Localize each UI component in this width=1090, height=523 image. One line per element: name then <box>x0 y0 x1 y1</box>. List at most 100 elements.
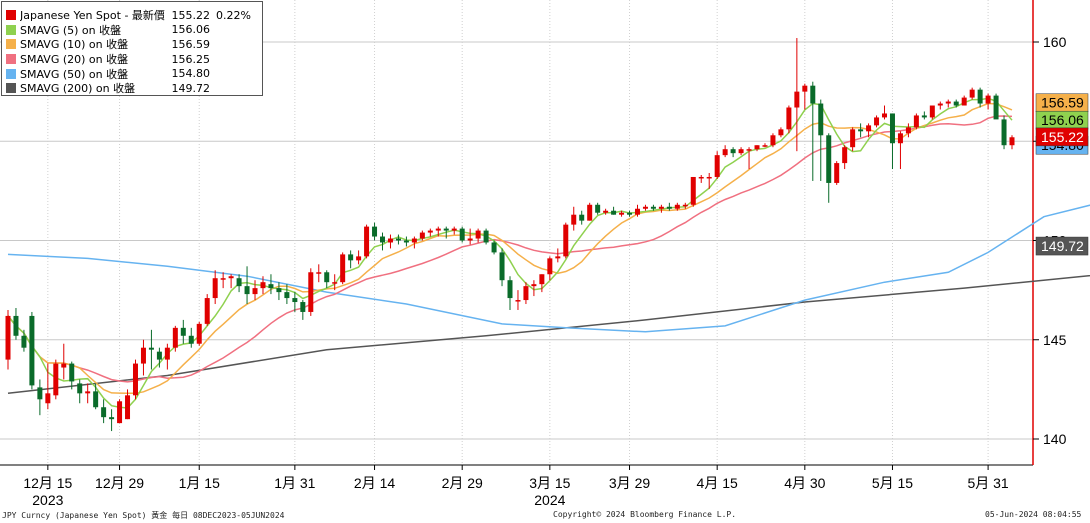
candle-body <box>969 89 975 98</box>
candle-body <box>762 145 768 147</box>
candle-body <box>364 226 370 257</box>
candle-body <box>228 276 234 279</box>
candle-body <box>69 363 75 382</box>
candle-body <box>515 300 521 302</box>
candle-body <box>61 363 67 368</box>
candle-body <box>459 228 465 241</box>
candle-body <box>802 85 808 92</box>
candle-body <box>204 298 210 324</box>
candle-body <box>1009 137 1015 146</box>
footer-copyright: Copyright© 2024 Bloomberg Finance L.P. <box>553 510 737 519</box>
legend-swatch-sma5 <box>6 24 16 35</box>
last-price-badge-label: 155.22 <box>1041 129 1084 145</box>
candle-body <box>292 298 298 303</box>
candle-body <box>348 254 354 261</box>
candle-body <box>634 208 640 215</box>
legend-label: SMAVG (200) on 收盤 <box>20 82 136 96</box>
legend-value: 156.06 <box>171 23 211 37</box>
candle-body <box>188 335 194 344</box>
chart-legend: Japanese Yen Spot - 最新價 155.22 0.22% SMA… <box>1 1 263 96</box>
candle-body <box>985 95 991 104</box>
candle-body <box>587 204 593 221</box>
candle-body <box>858 129 864 132</box>
x-year-label: 2024 <box>534 492 565 508</box>
y-tick-label: 140 <box>1043 431 1067 447</box>
candle-body <box>555 256 561 259</box>
x-tick-label: 2月 29 <box>442 475 483 491</box>
candle-body <box>666 206 672 209</box>
candle-body <box>499 252 505 281</box>
legend-swatch-sma200 <box>6 83 16 94</box>
legend-swatch-sma10 <box>6 39 16 50</box>
candle-body <box>21 335 27 348</box>
candle-body <box>411 238 417 243</box>
candle-body <box>419 232 425 239</box>
legend-swatch-spot <box>6 10 16 21</box>
candle-body <box>730 149 736 154</box>
candle-body <box>842 147 848 164</box>
x-tick-label: 4月 15 <box>697 475 738 491</box>
sma200-badge <box>1035 236 1089 256</box>
candle-body <box>93 391 99 408</box>
candle-body <box>993 95 999 120</box>
candle-body <box>611 210 617 215</box>
legend-change: 0.22% <box>216 8 251 22</box>
x-year-label: 2023 <box>32 492 63 508</box>
legend-value: 154.80 <box>171 67 211 81</box>
candle-body <box>451 228 457 231</box>
legend-swatch-sma20 <box>6 54 16 65</box>
candle-body <box>483 230 489 243</box>
candle-body <box>690 176 696 205</box>
candle-body <box>443 228 449 231</box>
candle-body <box>698 176 704 179</box>
x-tick-label: 3月 15 <box>529 475 570 491</box>
candle-body <box>523 286 529 301</box>
candle-body <box>164 347 170 360</box>
x-tick-label: 12月 29 <box>95 475 144 491</box>
candle-body <box>196 323 202 344</box>
candle-body <box>284 292 290 299</box>
candle-body <box>244 286 250 295</box>
candle-body <box>897 133 903 144</box>
candle-body <box>37 387 43 400</box>
y-tick-label: 145 <box>1043 332 1067 348</box>
candle-body <box>674 204 680 209</box>
legend-value: 156.25 <box>171 52 211 66</box>
candle-body <box>380 236 386 243</box>
candle-body <box>148 347 154 350</box>
candle-body <box>212 278 218 299</box>
candle-body <box>754 145 760 150</box>
candle-body <box>372 226 378 237</box>
legend-value: 149.72 <box>171 81 211 95</box>
legend-item-sma200: SMAVG (200) on 收盤 149.72 <box>6 81 262 96</box>
legend-value: 155.22 <box>171 8 211 22</box>
legend-label: SMAVG (10) on 收盤 <box>20 38 129 52</box>
legend-label: SMAVG (20) on 收盤 <box>20 53 129 67</box>
candle-body <box>746 149 752 151</box>
candle-body <box>826 135 832 183</box>
candle-body <box>140 347 146 364</box>
candle-body <box>236 278 242 287</box>
footer-timestamp: 05-Jun-2024 08:04:55 <box>985 510 1082 519</box>
candle-body <box>603 210 609 213</box>
candle-body <box>260 282 266 289</box>
candle-body <box>13 315 19 336</box>
candle-body <box>101 407 107 418</box>
sma5-badge-label: 156.06 <box>1041 112 1084 128</box>
candle-body <box>810 85 816 104</box>
candle-body <box>714 155 720 177</box>
y-tick-label: 160 <box>1043 34 1067 50</box>
candle-body <box>595 204 601 213</box>
candle-body <box>531 284 537 287</box>
candle-body <box>109 417 115 420</box>
candle-body <box>156 351 162 360</box>
last-price-badge <box>1035 127 1089 147</box>
candle-body <box>387 238 393 243</box>
candle-body <box>316 272 322 274</box>
candle-body <box>579 214 585 221</box>
candle-body <box>507 280 513 299</box>
candle-body <box>395 238 401 241</box>
candle-body <box>85 391 91 394</box>
candle-body <box>706 176 712 179</box>
x-tick-label: 12月 15 <box>23 475 72 491</box>
